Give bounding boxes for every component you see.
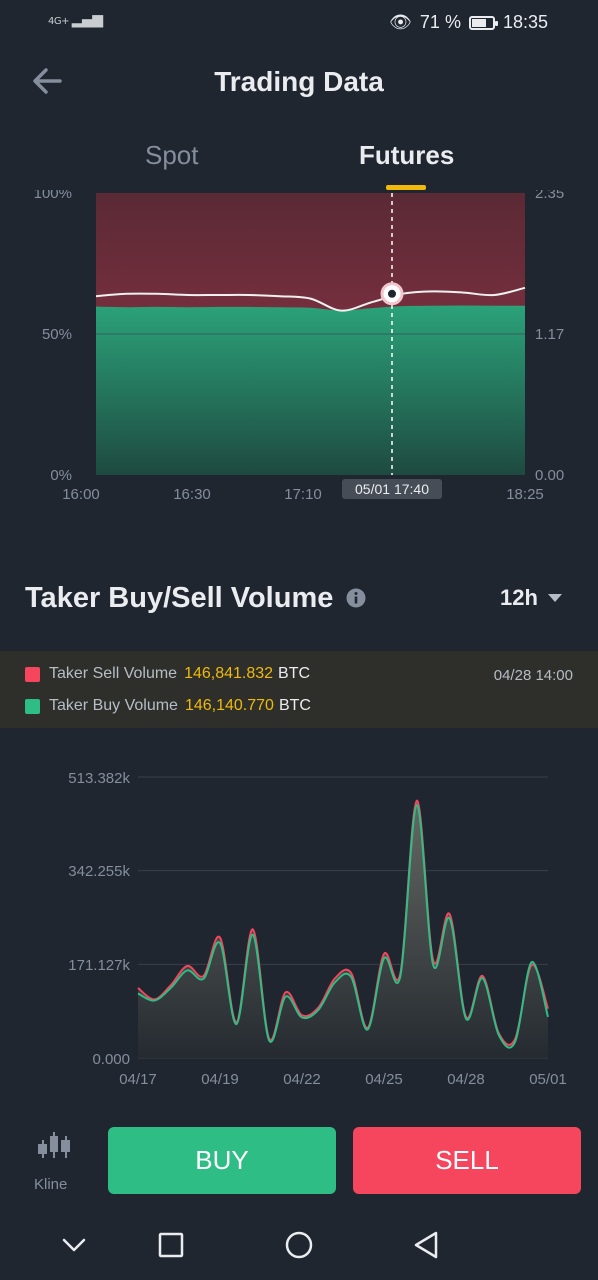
network-indicator: 4G+ ▂▄▆	[48, 12, 103, 28]
kline-label[interactable]: Kline	[34, 1176, 68, 1193]
square-icon[interactable]	[154, 1228, 188, 1262]
y-left-tick: 100%	[34, 190, 72, 202]
candlestick-icon[interactable]	[36, 1132, 72, 1164]
page-title: Trading Data	[214, 66, 384, 97]
x-tick: 16:30	[173, 486, 211, 503]
crosshair-point-center	[388, 289, 396, 298]
x-tick: 05/01	[529, 1071, 567, 1088]
status-right: 👁 71 % 18:35	[389, 12, 548, 33]
legend-buy: Taker Buy Volume 146,140.770 BTC	[25, 697, 311, 715]
buy-volume-line	[137, 804, 549, 1049]
sell-button[interactable]: SELL	[353, 1127, 581, 1194]
x-tick: 17:10	[284, 486, 322, 503]
ratio-line	[95, 286, 526, 312]
back-arrow-icon[interactable]	[30, 64, 64, 98]
x-tick: 16:00	[62, 486, 100, 503]
sell-label: Taker Sell Volume	[49, 665, 178, 682]
sell-value: 146,841.832	[184, 665, 274, 682]
x-tick: 04/25	[365, 1071, 403, 1088]
y-tick: 513.382k	[68, 770, 130, 787]
section-title: Taker Buy/Sell Volume	[25, 582, 334, 614]
triangle-back-icon[interactable]	[409, 1228, 443, 1262]
volume-area	[138, 800, 548, 1058]
battery-percent: 71 %	[419, 12, 461, 32]
active-tab-indicator	[386, 185, 426, 190]
long-short-ratio-chart[interactable]: 100% 50% 0% 2.35 1.17 0.00 16:00 16:30 1…	[0, 190, 598, 520]
circle-icon[interactable]	[282, 1228, 316, 1262]
x-tick: 04/28	[447, 1071, 485, 1088]
buy-value: 146,140.770	[184, 697, 274, 714]
battery-icon	[468, 15, 498, 30]
x-tick: 04/22	[283, 1071, 321, 1088]
legend-sell: Taker Sell Volume 146,841.832 BTC	[25, 665, 310, 683]
y-right-tick: 0.00	[535, 467, 564, 484]
crosshair-date-label: 05/01 17:40	[342, 479, 442, 499]
taker-volume-chart[interactable]: 513.382k 342.255k 171.127k 0.000 04/17 0…	[0, 760, 598, 1095]
y-tick: 342.255k	[68, 863, 130, 880]
tab-spot[interactable]: Spot	[145, 140, 199, 170]
buy-unit: BTC	[278, 697, 311, 714]
tab-futures[interactable]: Futures	[359, 140, 455, 170]
legend-date: 04/28 14:00	[493, 667, 573, 684]
eye-icon: 👁	[389, 12, 412, 32]
y-right-tick: 2.35	[535, 190, 564, 202]
x-tick: 18:25	[506, 486, 544, 503]
y-left-tick: 50%	[42, 326, 72, 343]
chevron-down-icon[interactable]	[57, 1228, 91, 1262]
interval-selector[interactable]: 12h	[500, 585, 562, 611]
sell-unit: BTC	[278, 665, 311, 682]
x-tick: 04/19	[201, 1071, 239, 1088]
buy-label: Taker Buy Volume	[49, 697, 178, 714]
y-tick: 171.127k	[68, 957, 130, 974]
buy-swatch	[25, 698, 40, 714]
clock: 18:35	[502, 12, 548, 32]
long-area	[96, 305, 525, 475]
y-left-tick: 0%	[50, 467, 72, 484]
legend-panel	[0, 651, 598, 728]
sell-swatch	[25, 666, 40, 682]
interval-value: 12h	[500, 585, 538, 610]
info-icon[interactable]	[346, 588, 366, 608]
x-tick: 04/17	[119, 1071, 157, 1088]
y-tick: 0.000	[92, 1051, 130, 1068]
y-right-tick: 1.17	[535, 326, 564, 343]
dropdown-triangle-icon	[547, 593, 562, 602]
signal-icon: ▂▄▆	[71, 12, 103, 28]
network-label: 4G+	[48, 16, 70, 27]
buy-button[interactable]: BUY	[108, 1127, 336, 1194]
